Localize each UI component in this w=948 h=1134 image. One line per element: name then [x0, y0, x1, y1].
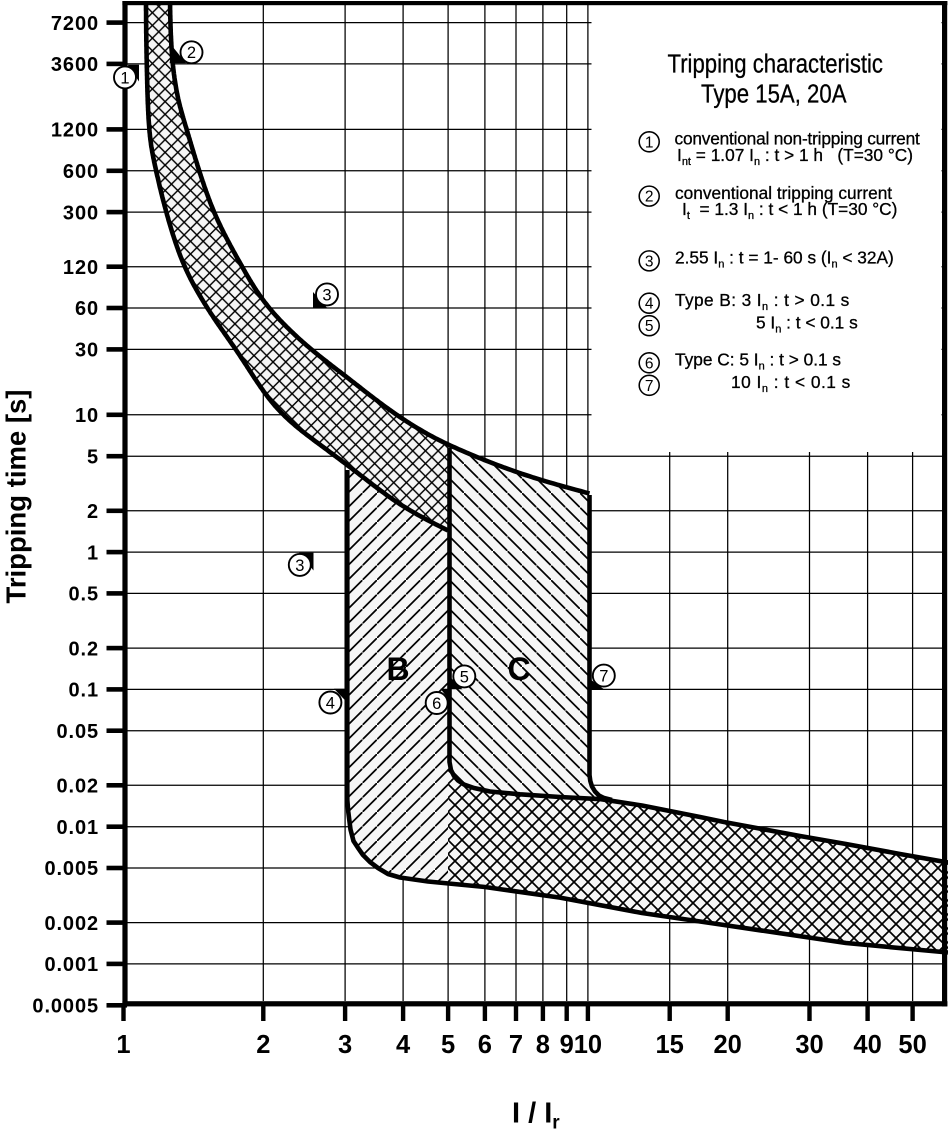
svg-text:15: 15: [656, 1031, 684, 1059]
svg-text:2.55 In : t = 1- 60 s (In < 32: 2.55 In : t = 1- 60 s (In < 32A): [675, 248, 894, 271]
svg-text:5: 5: [441, 1031, 455, 1059]
svg-text:9: 9: [560, 1031, 574, 1059]
svg-text:5: 5: [460, 668, 469, 686]
svg-text:0.01: 0.01: [56, 817, 99, 839]
svg-text:7: 7: [599, 668, 608, 686]
svg-text:5 In : t < 0.1 s: 5 In : t < 0.1 s: [756, 312, 858, 335]
svg-text:7: 7: [509, 1031, 523, 1059]
svg-text:120: 120: [63, 257, 99, 279]
svg-text:4: 4: [396, 1031, 411, 1059]
svg-text:6: 6: [432, 695, 441, 713]
svg-text:2: 2: [645, 189, 654, 206]
svg-text:6: 6: [478, 1031, 492, 1059]
svg-text:Int = 1.07 In : t > 1 h (T=3: Int = 1.07 In : t > 1 h (T=30 °C): [677, 145, 913, 168]
svg-text:40: 40: [853, 1031, 881, 1059]
svg-text:0.1: 0.1: [68, 680, 99, 702]
svg-text:5: 5: [645, 318, 654, 335]
svg-text:2: 2: [256, 1031, 270, 1059]
svg-text:0.02: 0.02: [56, 776, 99, 798]
svg-text:300: 300: [63, 202, 99, 224]
svg-text:Type B: 3 In : t > 0.1 s: Type B: 3 In : t > 0.1 s: [675, 290, 850, 313]
svg-text:conventional tripping current: conventional tripping current: [675, 183, 892, 203]
svg-text:1: 1: [87, 542, 99, 564]
svg-text:60: 60: [75, 298, 99, 320]
svg-text:0.05: 0.05: [56, 721, 99, 743]
svg-text:50: 50: [898, 1031, 926, 1059]
svg-text:Tripping characteristic: Tripping characteristic: [668, 51, 884, 79]
svg-text:10 In : t < 0.1 s: 10 In : t < 0.1 s: [731, 372, 851, 395]
svg-text:7200: 7200: [51, 13, 99, 35]
svg-text:3600: 3600: [51, 54, 99, 76]
svg-text:30: 30: [75, 340, 99, 362]
svg-text:Tripping time [s]: Tripping time [s]: [1, 390, 32, 604]
svg-text:3: 3: [338, 1031, 352, 1059]
svg-text:1: 1: [120, 69, 129, 87]
svg-text:B: B: [386, 651, 409, 687]
svg-text:Type 15A, 20A: Type 15A, 20A: [701, 81, 847, 109]
svg-text:8: 8: [536, 1031, 550, 1059]
svg-text:It = 1.3 In : t < 1 h (T=30 °: It = 1.3 In : t < 1 h (T=30 °C): [682, 199, 897, 222]
svg-text:2: 2: [187, 44, 196, 62]
svg-text:0.2: 0.2: [68, 638, 99, 660]
svg-text:I / Ir: I / Ir: [512, 1098, 560, 1134]
svg-text:10: 10: [574, 1031, 602, 1059]
svg-text:0.001: 0.001: [44, 954, 99, 976]
svg-text:1: 1: [645, 134, 654, 151]
svg-text:C: C: [507, 651, 530, 687]
svg-text:1: 1: [116, 1031, 130, 1059]
svg-text:5: 5: [87, 446, 99, 468]
svg-text:30: 30: [795, 1031, 823, 1059]
svg-text:1200: 1200: [51, 120, 99, 142]
svg-text:4: 4: [326, 694, 335, 712]
svg-text:3: 3: [322, 286, 331, 304]
svg-text:7: 7: [645, 378, 654, 395]
svg-text:2: 2: [87, 501, 99, 523]
svg-text:600: 600: [63, 161, 99, 183]
svg-text:6: 6: [645, 355, 654, 372]
svg-text:0.005: 0.005: [44, 858, 99, 880]
svg-text:conventional non-tripping curr: conventional non-tripping current: [675, 129, 920, 149]
svg-text:0.0005: 0.0005: [32, 996, 99, 1018]
svg-text:20: 20: [714, 1031, 742, 1059]
svg-text:0.5: 0.5: [68, 584, 99, 606]
svg-text:3: 3: [645, 253, 654, 270]
svg-text:3: 3: [295, 557, 304, 575]
svg-text:0.002: 0.002: [44, 913, 99, 935]
svg-text:Type C: 5 In : t > 0.1 s: Type C: 5 In : t > 0.1 s: [675, 350, 841, 373]
svg-text:10: 10: [75, 405, 99, 427]
svg-text:4: 4: [645, 296, 654, 313]
